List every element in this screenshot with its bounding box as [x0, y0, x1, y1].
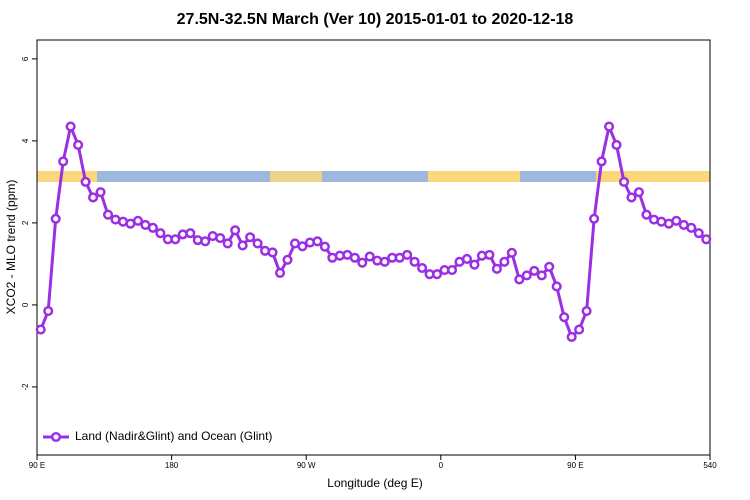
y-tick-label: 0 [21, 302, 30, 307]
point [147, 222, 158, 233]
x-axis-label: Longitude (deg E) [327, 476, 422, 490]
point [80, 176, 91, 187]
point [417, 262, 428, 274]
legend-marker [50, 431, 62, 443]
point [402, 249, 413, 260]
point [566, 331, 577, 342]
point [155, 228, 166, 239]
point [589, 213, 600, 224]
point [499, 256, 510, 267]
point [245, 232, 256, 243]
point [252, 238, 263, 249]
point [379, 256, 390, 267]
point [73, 139, 84, 151]
chart-title: 27.5N-32.5N March (Ver 10) 2015-01-01 to… [177, 11, 574, 28]
point [185, 228, 196, 239]
point [506, 247, 517, 258]
point [484, 249, 495, 260]
point [596, 156, 607, 167]
y-tick-label: 2 [21, 220, 30, 225]
point [626, 192, 637, 203]
point [200, 236, 211, 247]
point [267, 247, 278, 258]
point [170, 234, 181, 245]
point [574, 324, 585, 335]
series-line [39, 125, 708, 339]
y-tick-label: 4 [21, 138, 30, 143]
point [312, 236, 323, 247]
point [230, 225, 241, 236]
plot-frame [36, 39, 711, 456]
y-axis-label: XCO2 - MLO trend (ppm) [4, 180, 18, 315]
point [237, 240, 248, 251]
point [581, 306, 592, 317]
y-tick-label: -2 [21, 383, 30, 391]
point [686, 222, 697, 233]
legend-label: Land (Nadir&Glint) and Ocean (Glint) [75, 429, 272, 443]
point [432, 269, 443, 280]
point [88, 192, 99, 203]
point [43, 306, 54, 317]
point [297, 241, 308, 252]
point [529, 265, 540, 276]
point [544, 261, 555, 272]
y-tick-label: 6 [21, 56, 30, 61]
point [446, 265, 458, 276]
point [611, 139, 622, 151]
point [641, 209, 652, 220]
x-tick-label: 0 [439, 461, 444, 470]
point [409, 256, 420, 267]
point [65, 121, 76, 132]
point [693, 228, 704, 239]
point [357, 257, 368, 268]
point [102, 209, 114, 220]
point [701, 234, 712, 245]
point [514, 274, 525, 285]
point [364, 251, 375, 262]
x-tick-label: 540 [703, 461, 717, 470]
point [215, 233, 226, 244]
point [282, 254, 293, 265]
land-ocean-strip [37, 171, 710, 182]
point [58, 156, 69, 167]
x-tick-label: 90 E [567, 461, 583, 470]
point [551, 281, 562, 292]
point [95, 187, 106, 198]
point [222, 238, 233, 249]
point [633, 187, 645, 198]
point [469, 259, 480, 270]
x-tick-label: 90 E [29, 461, 45, 470]
point [604, 121, 615, 132]
point [559, 312, 570, 323]
point [349, 252, 360, 263]
x-tick-label: 180 [165, 461, 179, 470]
point [274, 267, 286, 278]
point [521, 270, 532, 281]
point [35, 324, 46, 335]
point [618, 176, 630, 187]
point [536, 270, 547, 281]
point [671, 215, 682, 226]
point [132, 215, 143, 226]
point [491, 263, 502, 274]
point [50, 213, 61, 224]
x-tick-label: 90 W [297, 461, 316, 470]
point [461, 253, 473, 265]
point [319, 241, 330, 252]
